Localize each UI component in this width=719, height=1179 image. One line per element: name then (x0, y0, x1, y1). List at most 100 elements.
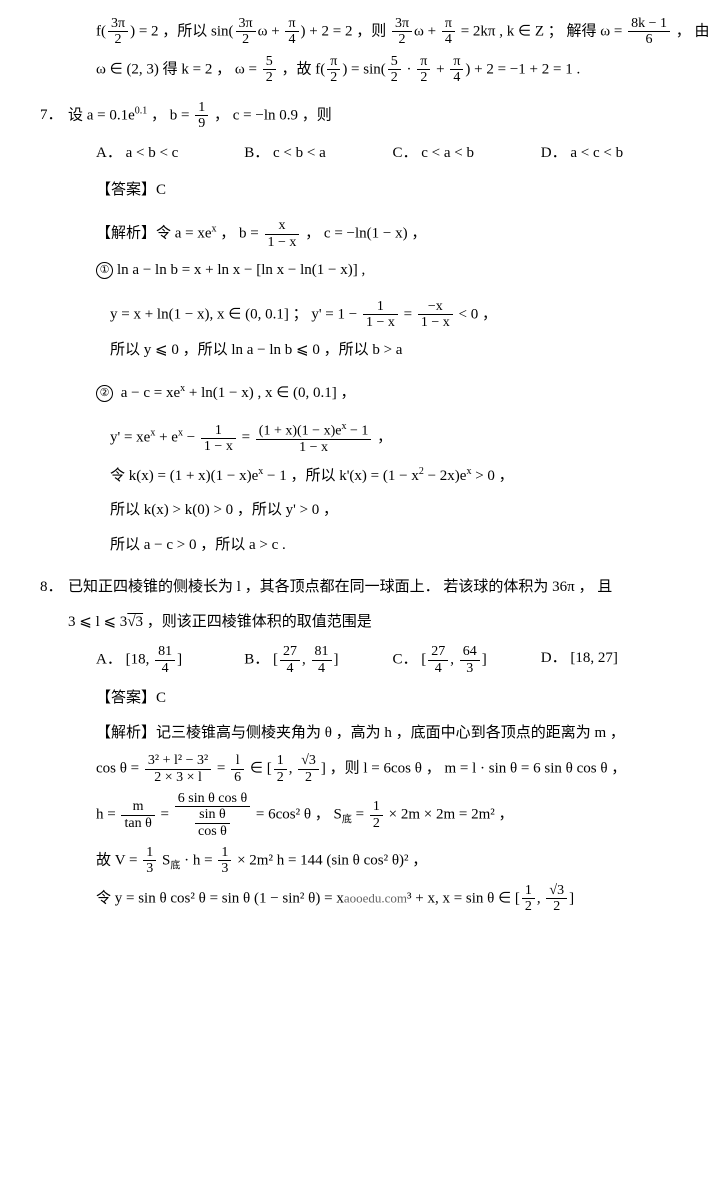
t: 设 a = 0.1e (68, 107, 135, 123)
circle-2-icon: ② (96, 385, 113, 402)
t: y' = xe (110, 430, 150, 446)
frac: 3π2 (236, 16, 256, 48)
q8-l2: h = mtan θ = 6 sin θ cos θsin θcos θ = 6… (40, 791, 689, 839)
t: , (537, 890, 545, 906)
t: ， b = (147, 107, 193, 123)
t: 令 k(x) = (1 + x)(1 − x)e (110, 468, 258, 484)
t: ) = 2 ，所以 sin( (130, 23, 233, 39)
page: f(3π2) = 2 ，所以 sin(3π2ω + π4) + 2 = 2 ，则… (0, 0, 719, 941)
t: = 6cos² θ ， S (252, 806, 342, 822)
q7-optC: C． c < a < b (393, 139, 541, 168)
q8-optC: C． [274, 643] (393, 644, 541, 676)
frac: π2 (417, 54, 430, 86)
t: ω ∈ (2, 3) 得 k = 2 ， ω = (96, 61, 261, 77)
q7-y1: y = x + ln(1 − x), x ∈ (0, 0.1] ； y' = 1… (40, 299, 689, 331)
frac: √32 (298, 753, 319, 785)
t: ³ + x, x = sin θ ∈ [ (407, 890, 520, 906)
sqrt3: √3 (127, 614, 143, 630)
t: × 2m² h = 144 (sin θ cos² θ)² ， (233, 852, 427, 868)
t: − (183, 430, 199, 446)
frac: 13 (218, 845, 231, 877)
t: h = (96, 806, 119, 822)
frac: 3π2 (108, 16, 128, 48)
q8-answer: 【答案】C (40, 684, 689, 713)
q7-y2: y' = xex + ex − 11 − x = (1 + x)(1 − x)e… (40, 421, 689, 455)
t: ，则该正四棱锥体积的取值范围是 (143, 614, 372, 630)
circle-1-icon: ① (96, 262, 113, 279)
frac: (1 + x)(1 − x)ex − 11 − x (256, 421, 372, 455)
frac: 12 (274, 753, 287, 785)
frac: π4 (442, 16, 455, 48)
q8-optB: B． [274, 814] (244, 644, 392, 676)
q7-stem: 7．设 a = 0.1e0.1 ， b = 19 ， c = −ln 0.9 ，… (40, 100, 689, 132)
q7-k1: 令 k(x) = (1 + x)(1 − x)ex − 1 ，所以 k'(x) … (40, 462, 689, 491)
frac: 8k − 16 (628, 16, 670, 48)
frac: 11 − x (363, 299, 398, 331)
t: ， c = −ln 0.9 ，则 (210, 107, 332, 123)
frac: 52 (388, 54, 401, 86)
t: ∈ [ (246, 760, 272, 776)
t: 【解析】令 a = xe (96, 226, 212, 242)
t: − 2x)e (424, 468, 467, 484)
t: · h = (180, 852, 216, 868)
t: , (289, 760, 297, 776)
q7-optD: D． a < c < b (541, 139, 689, 168)
t: y = x + ln(1 − x), x ∈ (0, 0.1] ； y' = 1… (110, 306, 361, 322)
t: = (352, 806, 368, 822)
t: S (158, 852, 170, 868)
q7-answer: 【答案】C (40, 176, 689, 205)
q8-num: 8． (40, 573, 68, 602)
q7-k2: 所以 k(x) > k(0) > 0 ，所以 y' > 0 ， (40, 496, 689, 525)
frac: 13 (143, 845, 156, 877)
frac: π4 (285, 16, 298, 48)
q7-optB: B． c < b < a (244, 139, 392, 168)
q8-optD: D． [18, 27] (541, 644, 689, 676)
t: = (157, 806, 173, 822)
t: < 0 ， (455, 306, 497, 322)
sup: 0.1 (135, 105, 148, 116)
t: = 2kπ , k ∈ Z ； 解得 ω = (457, 23, 626, 39)
q7-step1: ①ln a − ln b = x + ln x − [ln x − ln(1 −… (40, 256, 689, 285)
t: ] (569, 890, 574, 906)
frac: π2 (327, 54, 340, 86)
t: − 1 ，所以 k'(x) = (1 − x (263, 468, 419, 484)
q7-k3: 所以 a − c > 0 ，所以 a > c . (40, 531, 689, 560)
frac: mtan θ (121, 799, 154, 831)
watermark: aooedu.com (344, 890, 407, 905)
t: f( (96, 23, 106, 39)
t: ) + 2 = −1 + 2 = 1 . (465, 61, 580, 77)
t: ， c = −ln(1 − x) ， (301, 226, 426, 242)
t: + ln(1 − x) , x ∈ (0, 0.1] ， (185, 385, 355, 401)
t: · (403, 61, 416, 77)
frac: 19 (195, 100, 208, 132)
t: ] ，则 l = 6cos θ ， m = l · sin θ = 6 sin … (321, 760, 626, 776)
q6-line1: f(3π2) = 2 ，所以 sin(3π2ω + π4) + 2 = 2 ，则… (40, 16, 689, 48)
frac: 52 (263, 54, 276, 86)
t: = (213, 760, 229, 776)
q7-step2: ② a − c = xex + ln(1 − x) , x ∈ (0, 0.1]… (40, 379, 689, 408)
q8-l1: cos θ = 3² + l² − 3²2 × 3 × l = l6 ∈ [12… (40, 753, 689, 785)
t: × 2m × 2m = 2m² ， (385, 806, 514, 822)
t: 故 V = (96, 852, 141, 868)
frac: x1 − x (265, 218, 300, 250)
t: ，故 f( (278, 61, 326, 77)
t: 令 y = sin θ cos² θ = sin θ (1 − sin² θ) … (96, 890, 344, 906)
frac: 11 − x (201, 423, 236, 455)
q8-options: A． [18, 814] B． [274, 814] C． [274, 643]… (40, 644, 689, 676)
t: ， 由 (672, 23, 710, 39)
t: ln a − ln b = x + ln x − [ln x − ln(1 − … (117, 262, 365, 278)
t: ) = sin( (342, 61, 385, 77)
q7-exp1: 【解析】令 a = xex ， b = x1 − x ， c = −ln(1 −… (40, 218, 689, 250)
frac: l6 (231, 753, 244, 785)
q7-optA: A． a < b < c (96, 139, 244, 168)
q6-line2: ω ∈ (2, 3) 得 k = 2 ， ω = 52 ，故 f(π2) = s… (40, 54, 689, 86)
frac: 12 (522, 883, 535, 915)
t: + e (155, 430, 178, 446)
q8-optA: A． [18, 814] (96, 644, 244, 676)
q8-exp1: 【解析】记三棱锥高与侧棱夹角为 θ ，高为 h ，底面中心到各顶点的距离为 m … (40, 719, 689, 748)
t: ω + (258, 23, 284, 39)
t: = (238, 430, 254, 446)
t: a − c = xe (117, 385, 180, 401)
frac: 3² + l² − 3²2 × 3 × l (145, 753, 211, 785)
q7-options: A． a < b < c B． c < b < a C． c < a < b D… (40, 139, 689, 168)
